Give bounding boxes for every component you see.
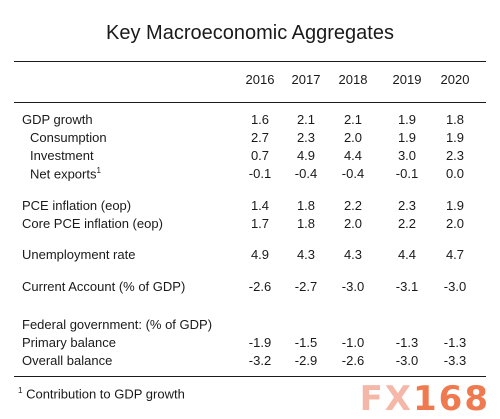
table-cell: 1.6 (250, 112, 270, 127)
footnote-mark: 1 (96, 166, 101, 175)
row-label-text: Investment (30, 148, 94, 163)
row-label: Consumption (30, 130, 107, 145)
row-label-text: Primary balance (22, 335, 116, 350)
row-label: Federal government: (% of GDP) (22, 317, 212, 332)
table-cell: 1.9 (445, 130, 465, 145)
table-cell: 3.0 (397, 148, 417, 163)
table-cell: 4.4 (343, 148, 363, 163)
row-label-text: Current Account (% of GDP) (22, 279, 186, 294)
table-cell: 4.9 (296, 148, 316, 163)
table-cell: 2.2 (397, 216, 417, 231)
table-cell: 2.1 (343, 112, 363, 127)
table-cell: -0.4 (341, 166, 365, 181)
table-cell: 2.3 (296, 130, 316, 145)
table-cell: 1.8 (296, 216, 316, 231)
table-cell: -0.1 (395, 166, 419, 181)
row-label: PCE inflation (eop) (22, 198, 131, 213)
row-label: Investment (30, 148, 94, 163)
table-cell: -1.9 (248, 335, 272, 350)
table-cell: 2.1 (296, 112, 316, 127)
year-header: 2018 (338, 72, 368, 87)
table-cell: -2.9 (294, 353, 318, 368)
row-label: GDP growth (22, 112, 93, 127)
table-cell: -2.6 (341, 353, 365, 368)
year-header: 2020 (440, 72, 470, 87)
table-cell: 0.7 (250, 148, 270, 163)
table-cell: 1.9 (397, 130, 417, 145)
table-title: Key Macroeconomic Aggregates (106, 22, 394, 44)
row-label: Primary balance (22, 335, 116, 350)
row-label-text: Consumption (30, 130, 107, 145)
table-cell: -3.0 (341, 279, 365, 294)
table-cell: 2.7 (250, 130, 270, 145)
row-label-text: Net exports (30, 166, 97, 182)
table-cell: 4.3 (343, 247, 363, 262)
watermark-number: 168 (413, 379, 490, 419)
table-cell: 4.7 (445, 247, 465, 262)
table-cell: -2.7 (294, 279, 318, 294)
row-label-text: GDP growth (22, 112, 93, 127)
table-cell: 1.4 (250, 198, 270, 213)
table-cell: 4.4 (397, 247, 417, 262)
table-cell: -3.3 (443, 353, 467, 368)
year-header: 2019 (392, 72, 422, 87)
row-label: Net exports1 (30, 166, 101, 181)
table-cell: -1.0 (341, 335, 365, 350)
row-label-text: Federal government: (% of GDP) (22, 317, 213, 332)
footnote-text: Contribution to GDP growth (26, 386, 185, 402)
table-cell: -0.1 (248, 166, 272, 181)
watermark-logo: FX168 (360, 382, 490, 416)
year-header: 2017 (291, 72, 321, 87)
footnote: 1 Contribution to GDP growth (18, 386, 185, 401)
table-cell: -3.0 (395, 353, 419, 368)
table-cell: 2.3 (397, 198, 417, 213)
table-cell: 4.3 (296, 247, 316, 262)
table-cell: 2.0 (343, 216, 363, 231)
table-cell: 1.9 (397, 112, 417, 127)
table-cell: -1.5 (294, 335, 318, 350)
row-label-text: PCE inflation (eop) (22, 198, 132, 213)
row-label: Core PCE inflation (eop) (22, 216, 163, 231)
row-label: Current Account (% of GDP) (22, 279, 185, 294)
row-label: Unemployment rate (22, 247, 135, 262)
header-rule (14, 102, 486, 103)
row-label: Overall balance (22, 353, 112, 368)
year-header: 2016 (245, 72, 275, 87)
row-label-text: Core PCE inflation (eop) (22, 216, 163, 231)
top-rule (14, 61, 486, 62)
table-cell: 4.9 (250, 247, 270, 262)
table-cell: -0.4 (294, 166, 318, 181)
watermark-prefix: FX (359, 379, 414, 419)
table-cell: 1.9 (445, 198, 465, 213)
table-cell: -3.2 (248, 353, 272, 368)
row-label-text: Unemployment rate (22, 247, 136, 262)
table-cell: 1.7 (250, 216, 270, 231)
footnote-rule (14, 376, 486, 377)
row-label-text: Overall balance (22, 353, 113, 368)
table-cell: -2.6 (248, 279, 272, 294)
table-cell: 2.0 (445, 216, 465, 231)
table-cell: 1.8 (296, 198, 316, 213)
table-cell: -3.0 (443, 279, 467, 294)
table-cell: -1.3 (395, 335, 419, 350)
table-cell: 1.8 (445, 112, 465, 127)
table-cell: 2.3 (445, 148, 465, 163)
table-cell: -3.1 (395, 279, 419, 294)
footnote-mark: 1 (18, 386, 23, 395)
table-cell: -1.3 (443, 335, 467, 350)
table-cell: 2.2 (343, 198, 363, 213)
table-cell: 2.0 (343, 130, 363, 145)
table-cell: 0.0 (445, 166, 465, 181)
